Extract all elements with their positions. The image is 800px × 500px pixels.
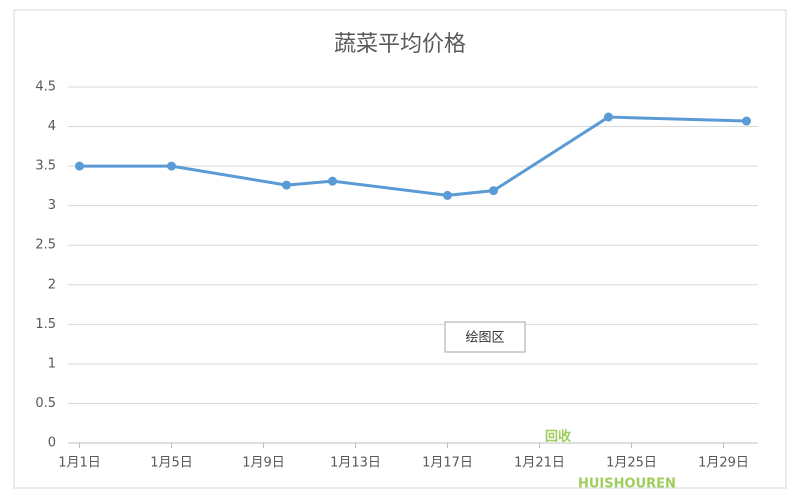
point: [75, 161, 84, 171]
y-tick-label: 1: [48, 356, 56, 371]
y-tick-label: 0.5: [35, 396, 56, 411]
y-tick-label: 1.5: [35, 317, 56, 332]
x-tick-label: 1月5日: [150, 456, 193, 471]
y-tick-label: 3: [48, 198, 56, 213]
point: [489, 186, 498, 196]
watermark-logo: 回收: [545, 429, 572, 445]
point: [443, 190, 452, 200]
x-tick-label: 1月1日: [58, 456, 101, 471]
y-tick-label: 2: [48, 277, 56, 292]
x-tick-label: 1月9日: [242, 456, 285, 471]
y-tick-label: 4.5: [35, 80, 56, 95]
point: [167, 161, 176, 171]
y-tick-label: 3.5: [35, 159, 56, 174]
x-tick-label: 1月29日: [698, 456, 749, 471]
point: [282, 180, 291, 190]
chart-title: 蔬菜平均价格: [334, 32, 466, 57]
y-tick-label: 4: [48, 119, 56, 134]
point: [328, 176, 337, 186]
watermark-text: HUISHOUREN: [578, 477, 676, 492]
point: [604, 112, 613, 122]
point: [742, 116, 751, 126]
x-tick-label: 1月17日: [422, 456, 473, 471]
line: [79, 115, 747, 197]
x-tick-label: 1月21日: [514, 456, 565, 471]
x-tick-label: 1月25日: [606, 456, 657, 471]
x-tick-label: 1月13日: [330, 456, 381, 471]
y-tick-label: 2.5: [35, 238, 56, 253]
y-tick-label: 0: [48, 436, 56, 451]
chart-frame: [13, 9, 787, 489]
tooltip: 绘图区: [465, 331, 504, 346]
tooltip-box: [444, 321, 526, 353]
